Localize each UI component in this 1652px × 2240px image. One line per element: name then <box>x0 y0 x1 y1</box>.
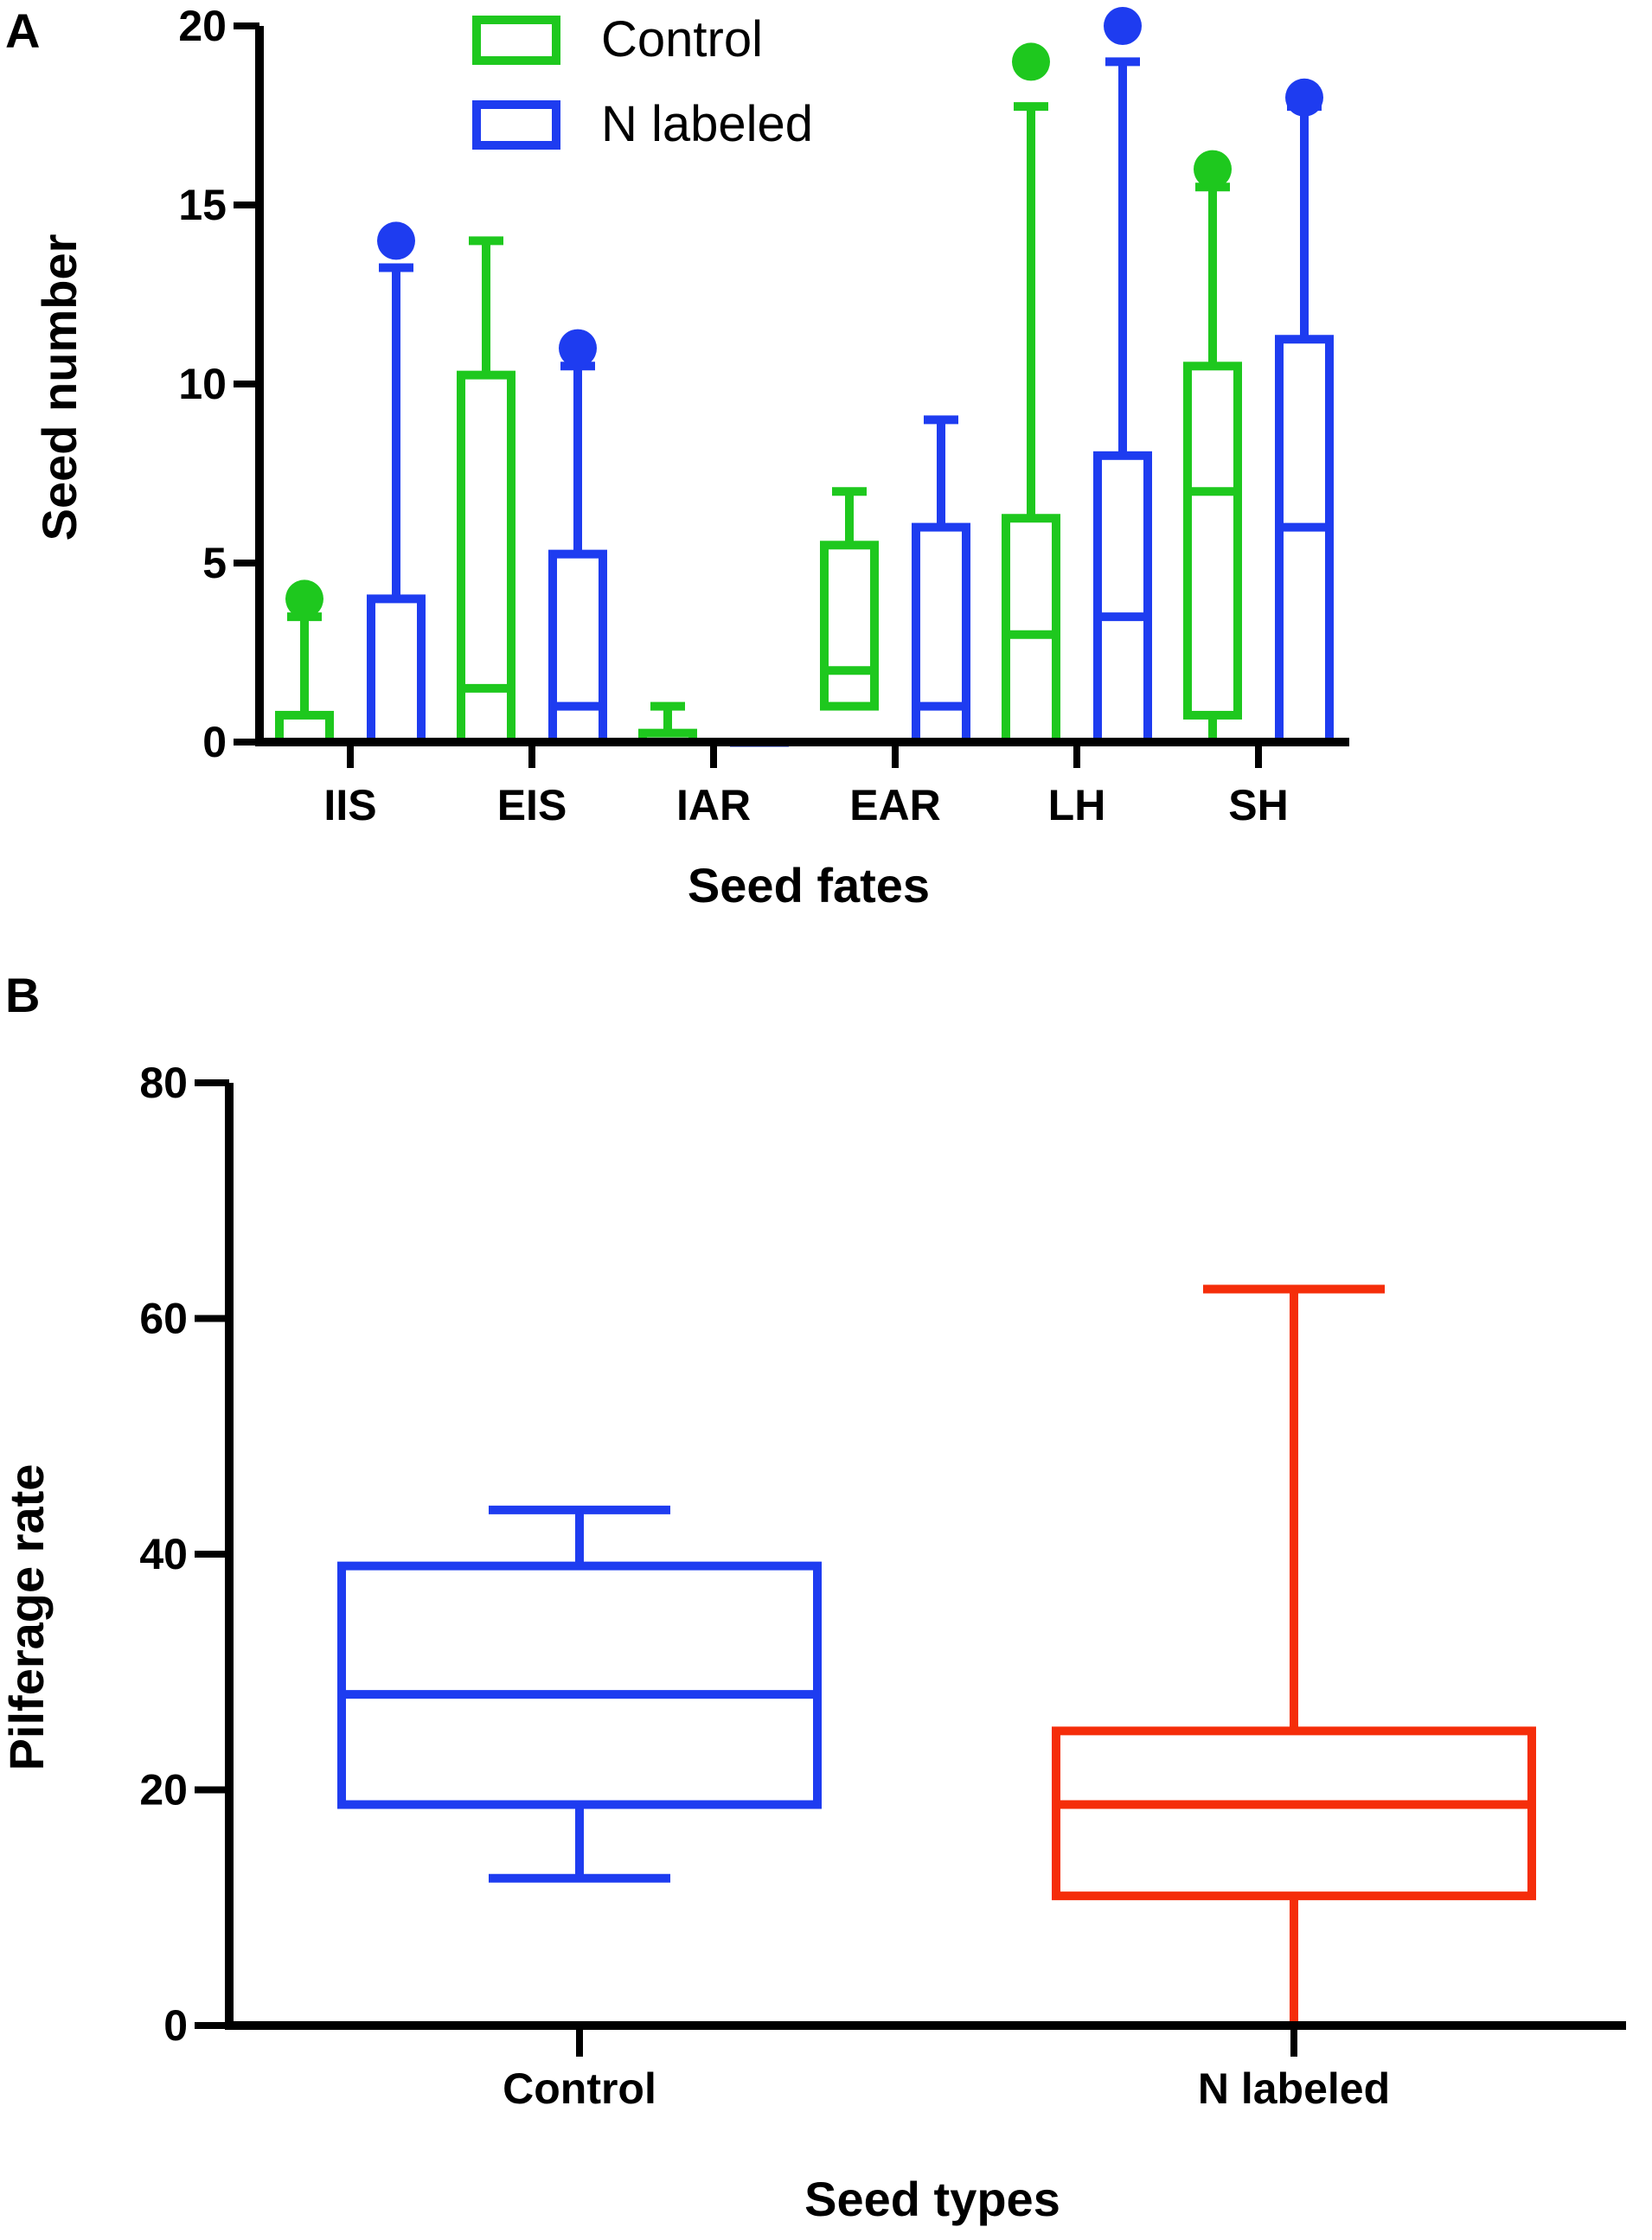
panel-a-box <box>1002 514 1060 746</box>
panel-a-x-tick-label: IAR <box>676 781 751 829</box>
panel-b-marks <box>337 1284 1536 2030</box>
panel-a-y-tick-label: 10 <box>178 360 227 408</box>
panel-a-box <box>1183 362 1242 720</box>
legend-swatch-n-labeled <box>472 100 560 150</box>
panel-a-axes: 0 5 10 15 20 IIS EIS IAR EAR LH SH <box>178 2 1349 829</box>
panel-b-x-tick-label: Control <box>503 2064 656 2113</box>
panel-a-box <box>548 549 607 747</box>
legend-label-n-labeled: N labeled <box>601 96 813 152</box>
panel-a-outlier <box>1194 150 1232 189</box>
panel-b-letter: B <box>5 968 40 1022</box>
panel-a-box-control-sh <box>1183 150 1242 746</box>
panel-a-outlier <box>1012 42 1050 81</box>
panel-a-y-tick-label: 0 <box>202 718 227 766</box>
panel-a: A 0 5 10 15 20 IIS EIS IAR EAR LH SH Control N labe… <box>5 2 1349 912</box>
panel-b-y-axis-title: Pilferage rate <box>0 1464 54 1771</box>
panel-b-x-tick-label: N labeled <box>1198 2064 1390 2113</box>
panel-a-outlier <box>1285 78 1323 117</box>
panel-a-y-axis-title: Seed number <box>32 234 86 541</box>
panel-b-y-tick-label: 80 <box>139 1059 188 1107</box>
panel-b-box <box>1052 1726 1536 1901</box>
panel-a-box <box>1093 451 1152 746</box>
panel-a-legend: Control N labeled <box>472 11 813 152</box>
panel-b-y-tick-label: 60 <box>139 1295 188 1343</box>
panel-b: B 0 20 40 60 80 Control N labeled Pilferage ra… <box>0 968 1626 2226</box>
panel-b-box-n-labeled <box>1052 1284 1536 2030</box>
panel-a-box-control-iis <box>275 579 334 747</box>
panel-b-y-tick-label: 0 <box>163 2001 188 2050</box>
legend-swatch-control <box>472 16 560 65</box>
panel-a-box-control-ear <box>820 487 879 711</box>
panel-a-y-tick-label: 20 <box>178 2 227 50</box>
panel-a-x-tick-label: IIS <box>323 781 376 829</box>
panel-a-outlier <box>285 579 323 618</box>
panel-a-box <box>820 541 879 711</box>
panel-a-box-control-iar <box>638 701 697 747</box>
panel-a-x-tick-label: EAR <box>849 781 941 829</box>
panel-b-axes: 0 20 40 60 80 Control N labeled <box>139 1059 1626 2113</box>
panel-a-box <box>367 594 426 747</box>
panel-a-outlier <box>1104 7 1142 45</box>
legend-label-control: Control <box>601 11 763 67</box>
panel-b-y-tick-label: 40 <box>139 1530 188 1578</box>
panel-a-x-axis-title: Seed fates <box>688 858 930 912</box>
panel-a-box-n-labeled-iis <box>367 221 426 747</box>
panel-a-outlier <box>377 221 415 260</box>
panel-a-box-control-lh <box>1002 42 1060 746</box>
panel-a-x-tick-label: LH <box>1048 781 1106 829</box>
panel-a-x-tick-label: EIS <box>497 781 567 829</box>
panel-a-x-tick-label: SH <box>1228 781 1288 829</box>
panel-a-box <box>1275 335 1334 746</box>
panel-b-box-control <box>337 1505 822 1883</box>
panel-a-box-n-labeled-ear <box>912 415 970 746</box>
panel-a-box-n-labeled-eis <box>548 329 607 747</box>
panel-a-letter: A <box>5 3 40 58</box>
panel-b-box <box>337 1561 822 1809</box>
panel-a-box-n-labeled-sh <box>1275 78 1334 746</box>
panel-a-box-n-labeled-lh <box>1093 7 1152 746</box>
panel-a-outlier <box>559 329 597 368</box>
panel-a-y-tick-label: 15 <box>178 181 227 229</box>
panel-b-y-tick-label: 20 <box>139 1766 188 1814</box>
panel-a-y-tick-label: 5 <box>202 539 227 587</box>
panel-a-box-control-eis <box>457 236 515 746</box>
panel-b-x-axis-title: Seed types <box>804 2172 1060 2226</box>
